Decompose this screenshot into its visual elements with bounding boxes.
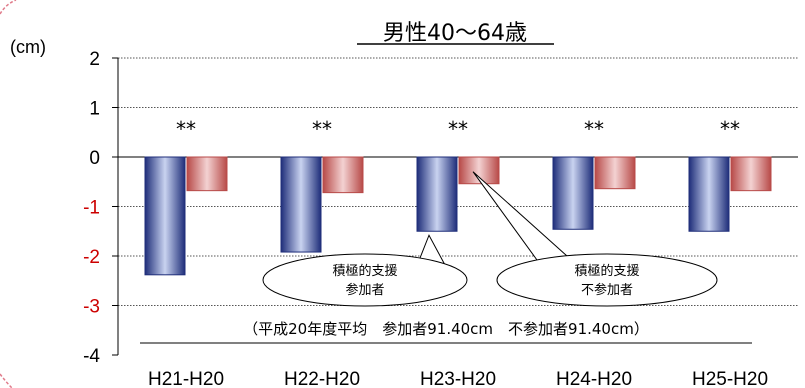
y-tick-label: -4 [83,346,100,367]
bar-series-1-H21-H20 [186,156,228,192]
callout-bubble [496,253,718,307]
significance-markers: ** ** ** ** ** [176,117,740,141]
callout-label-line2: 不参加者 [581,282,633,298]
bar-series-1-H25-H20 [730,156,772,192]
bar-series-0-H23-H20 [416,156,458,232]
corner-decoration-bottom [0,373,13,388]
callout-label-line1: 積極的支援 [332,263,397,279]
callout-label-line2: 参加者 [345,282,384,298]
y-tick-label: -3 [83,297,100,318]
significance-marker: ** [312,117,332,141]
bar-series-0-H24-H20 [552,156,594,230]
y-tick-label: 1 [89,99,100,120]
y-tick-label: -2 [83,247,100,268]
y-axis-unit: (cm) [10,37,46,57]
axes [112,57,798,356]
significance-marker: ** [176,117,196,141]
bar-series-0-H25-H20 [688,156,730,232]
y-tick-label: 0 [89,148,100,169]
chart-title: 男性40〜64歳 [383,21,527,46]
bar-series-0-H22-H20 [280,156,322,253]
x-tick-label: H25-H20 [692,369,768,388]
y-tick-label: -1 [83,198,100,219]
callout-label-line1: 積極的支援 [574,263,639,279]
significance-marker: ** [720,117,740,141]
y-tick-label: 2 [89,49,100,70]
significance-marker: ** [448,117,468,141]
callout-pointer [472,171,568,261]
significance-marker: ** [584,117,604,141]
x-tick-label: H23-H20 [420,369,496,388]
bar-series-0-H21-H20 [144,156,186,276]
callout-bubble [262,253,468,307]
baseline-note: （平成20年度平均 参加者91.40cm 不参加者91.40cm） [243,320,649,338]
bars [144,156,772,276]
gridlines [118,57,798,306]
corner-decoration-top [0,0,17,15]
x-tick-label: H21-H20 [148,369,224,388]
y-tick-labels: 2 1 0 -1 -2 -3 -4 [83,49,100,367]
bar-series-1-H22-H20 [322,156,364,194]
x-tick-labels: H21-H20 H22-H20 H23-H20 H24-H20 H25-H20 [148,369,768,388]
x-tick-label: H24-H20 [556,369,632,388]
bar-series-1-H24-H20 [594,156,636,190]
callout-pointer [419,234,446,266]
x-tick-label: H22-H20 [284,369,360,388]
